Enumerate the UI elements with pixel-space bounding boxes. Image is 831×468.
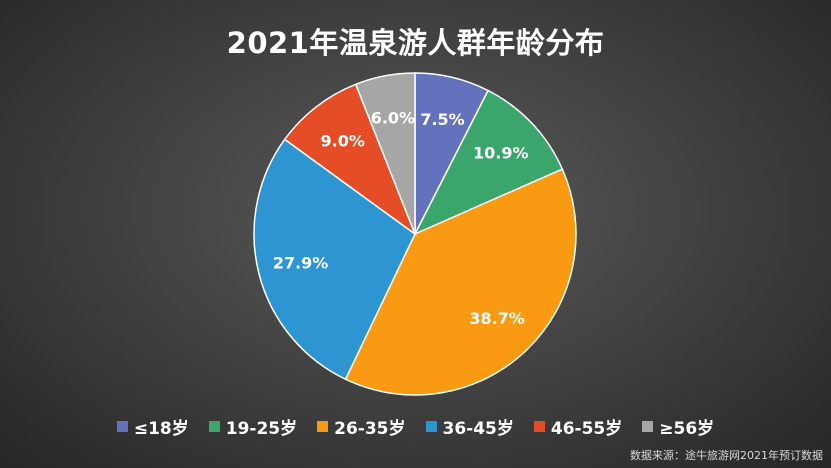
data-source-note: 数据来源：途牛旅游网2021年预订数据 (630, 449, 823, 462)
slice-value-label: 27.9% (273, 254, 329, 273)
slice-value-label: 9.0% (321, 131, 365, 150)
chart-title: 2021年温泉游人群年龄分布 (226, 26, 605, 60)
legend-label: 36-45岁 (442, 419, 514, 439)
legend-swatch (116, 421, 128, 432)
slice-value-label: 38.7% (469, 309, 525, 328)
pie-slice (283, 83, 417, 237)
legend-label: 19-25岁 (225, 419, 298, 439)
legend-label: ≤18岁 (133, 419, 189, 439)
legend-swatch (533, 421, 545, 432)
legend: ≤18岁 19-25岁 26-35岁 36-45岁 46-55岁 ≥56岁 (0, 414, 831, 439)
pie-slice (413, 89, 564, 236)
legend-swatch (317, 421, 329, 432)
legend-swatch (642, 421, 654, 432)
pie-slice (344, 168, 577, 396)
legend-swatch (208, 421, 220, 432)
pie-slice (354, 72, 416, 235)
legend-item: ≥56岁 (642, 414, 714, 439)
legend-label: ≥56岁 (659, 419, 715, 439)
legend-label: 46-55岁 (550, 419, 623, 439)
legend-item: 19-25岁 (208, 414, 298, 439)
legend-item: 36-45岁 (425, 414, 514, 439)
slice-value-label: 6.0% (371, 109, 415, 128)
legend-label: 26-35岁 (334, 419, 406, 439)
legend-swatch (425, 421, 437, 432)
pie-slice (253, 138, 416, 381)
slice-value-label: 7.5% (420, 110, 464, 129)
legend-item: 26-35岁 (317, 414, 406, 439)
slice-value-label: 10.9% (473, 144, 529, 163)
legend-item: 46-55岁 (533, 414, 623, 439)
legend-item: ≤18岁 (116, 414, 189, 439)
